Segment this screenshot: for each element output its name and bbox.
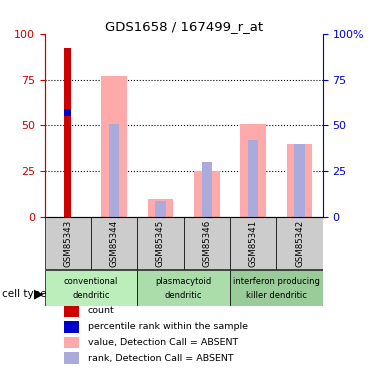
Bar <box>194 171 220 217</box>
Title: GDS1658 / 167499_r_at: GDS1658 / 167499_r_at <box>105 20 263 33</box>
Text: rank, Detection Call = ABSENT: rank, Detection Call = ABSENT <box>88 354 233 363</box>
Text: cell type: cell type <box>2 290 46 299</box>
Bar <box>240 124 266 217</box>
Text: dendritic: dendritic <box>72 291 110 300</box>
Bar <box>101 76 127 217</box>
Text: GSM85342: GSM85342 <box>295 219 304 267</box>
Text: percentile rank within the sample: percentile rank within the sample <box>88 322 248 331</box>
Bar <box>64 352 79 364</box>
Text: conventional: conventional <box>64 278 118 286</box>
Bar <box>230 217 276 268</box>
Bar <box>65 110 71 116</box>
Bar <box>184 217 230 268</box>
Bar <box>137 217 184 268</box>
Bar <box>137 270 230 306</box>
Text: GSM85343: GSM85343 <box>63 219 72 267</box>
Bar <box>287 144 312 217</box>
Text: plasmacytoid: plasmacytoid <box>155 278 212 286</box>
Bar <box>202 162 212 217</box>
Bar <box>45 217 91 268</box>
Text: GSM85341: GSM85341 <box>249 219 258 267</box>
Bar <box>230 270 323 306</box>
Bar <box>109 124 119 217</box>
Bar <box>91 217 137 268</box>
Bar <box>248 140 258 217</box>
Text: GSM85344: GSM85344 <box>109 219 119 267</box>
Bar <box>64 336 79 348</box>
Bar <box>155 201 165 217</box>
Bar <box>64 305 79 317</box>
Text: interferon producing: interferon producing <box>233 278 320 286</box>
Text: count: count <box>88 306 114 315</box>
Text: dendritic: dendritic <box>165 291 203 300</box>
Text: value, Detection Call = ABSENT: value, Detection Call = ABSENT <box>88 338 238 347</box>
Text: ▶: ▶ <box>34 288 44 301</box>
Bar <box>148 199 173 217</box>
Bar <box>295 144 305 217</box>
Text: killer dendritic: killer dendritic <box>246 291 307 300</box>
Text: GSM85346: GSM85346 <box>202 219 211 267</box>
Bar <box>276 217 323 268</box>
Bar <box>65 48 71 217</box>
Text: GSM85345: GSM85345 <box>156 219 165 267</box>
Bar <box>45 270 137 306</box>
Bar <box>64 321 79 333</box>
